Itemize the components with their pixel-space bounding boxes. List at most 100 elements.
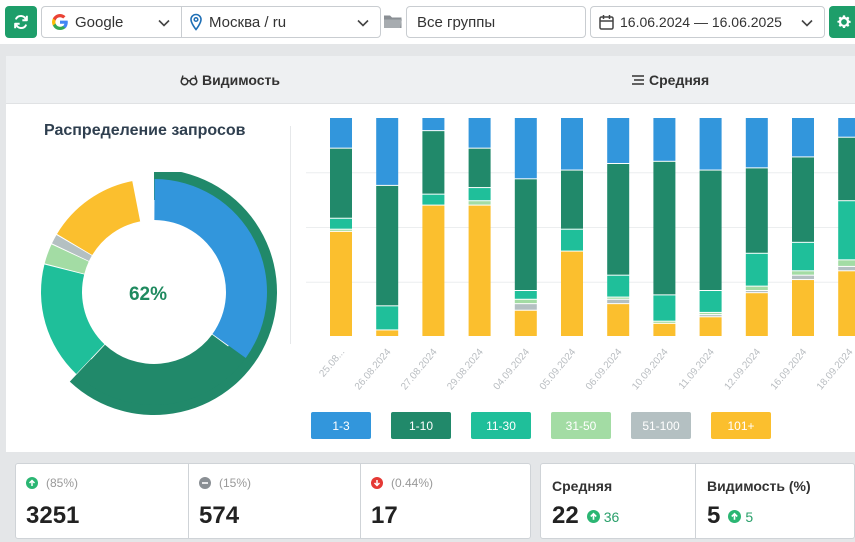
bar-segment-11-30[interactable] (422, 194, 445, 205)
bar-segment-1-10[interactable] (699, 170, 722, 291)
bar-segment-1-10[interactable] (422, 131, 445, 194)
donut-slice-101+[interactable] (57, 181, 141, 256)
bar-segment-1-10[interactable] (468, 148, 491, 188)
bar-segment-11-30[interactable] (699, 291, 722, 312)
stat-down-value: 17 (371, 502, 398, 529)
bar-segment-1-3[interactable] (422, 118, 445, 131)
legend-item-1-10[interactable]: 1-10 (391, 412, 451, 439)
bar-segment-1-3[interactable] (330, 118, 352, 148)
bar-segment-1-3[interactable] (376, 118, 399, 185)
bar-segment-101+[interactable] (514, 310, 537, 336)
stacked-bar-chart: 25.08... 26.08.2024 27.08.2024 29.08.2024 04… (306, 118, 855, 393)
donut-slice-1-3[interactable] (154, 179, 267, 358)
bar-segment-1-3[interactable] (838, 118, 855, 137)
x-tick-label: 05.09.2024 (538, 347, 579, 393)
bar-segment-1-10[interactable] (653, 161, 676, 295)
bar-segment-101+[interactable] (699, 317, 722, 336)
bar-segment-11-30[interactable] (653, 295, 676, 321)
average-value: 22 (552, 502, 579, 529)
settings-button[interactable] (829, 6, 855, 38)
bar-segment-1-3[interactable] (607, 118, 630, 163)
date-range-picker[interactable]: 16.06.2024 — 16.06.2025 (590, 6, 825, 38)
donut-slice-31-50[interactable] (44, 244, 89, 274)
bar-segment-31-50[interactable] (838, 260, 855, 266)
search-engine-value: Google (75, 13, 124, 31)
bar-segment-101+[interactable] (838, 271, 855, 336)
divider (290, 126, 291, 344)
bar-segment-101+[interactable] (468, 205, 491, 336)
bar-segment-51-100[interactable] (745, 291, 768, 293)
glasses-icon (180, 75, 198, 86)
bar-segment-11-30[interactable] (838, 201, 855, 260)
bar-segment-101+[interactable] (653, 323, 676, 336)
bar-segment-1-10[interactable] (792, 157, 814, 242)
bar-segment-1-3[interactable] (699, 118, 722, 170)
stat-neutral-pct: (15%) (219, 476, 252, 490)
stat-up: (85%) 3251 (16, 464, 188, 538)
stat-up-pct: (85%) (46, 476, 79, 490)
chevron-down-icon (158, 19, 170, 27)
donut-slice-51-100[interactable] (51, 234, 92, 262)
bar-segment-51-100[interactable] (699, 315, 722, 317)
tab-average[interactable]: Средняя (631, 56, 709, 104)
bar-segment-11-30[interactable] (607, 275, 630, 297)
bar-segment-1-10[interactable] (514, 179, 537, 291)
bar-segment-101+[interactable] (607, 304, 630, 336)
bar-segment-1-3[interactable] (653, 118, 676, 161)
region-select[interactable]: Москва / ru (181, 6, 381, 38)
bar-segment-1-10[interactable] (745, 168, 768, 253)
bar-segment-1-3[interactable] (745, 118, 768, 168)
legend-item-1-3[interactable]: 1-3 (311, 412, 371, 439)
group-select[interactable]: Все группы (406, 6, 586, 38)
bar-segment-11-30[interactable] (561, 229, 583, 251)
bar-segment-31-50[interactable] (745, 286, 768, 291)
bar-segment-101+[interactable] (561, 251, 583, 336)
bar-segment-1-10[interactable] (838, 137, 855, 201)
bar-segment-31-50[interactable] (468, 201, 491, 205)
folder-icon (384, 15, 402, 28)
bar-segment-1-3[interactable] (468, 118, 491, 148)
bar-segment-51-100[interactable] (607, 299, 630, 304)
stat-down: (0.44%) 17 (361, 464, 532, 538)
bar-segment-101+[interactable] (330, 231, 352, 336)
bar-segment-1-10[interactable] (561, 170, 583, 229)
legend-item-11-30[interactable]: 11-30 (471, 412, 531, 439)
x-tick-label: 04.09.2024 (491, 347, 532, 393)
bar-segment-101+[interactable] (792, 280, 814, 336)
bar-segment-31-50[interactable] (330, 229, 352, 231)
bar-segment-31-50[interactable] (514, 299, 537, 304)
region-value: Москва / ru (209, 13, 287, 31)
bar-segment-1-3[interactable] (561, 118, 583, 170)
bar-segment-11-30[interactable] (514, 291, 537, 299)
bar-segment-101+[interactable] (422, 205, 445, 336)
bar-segment-31-50[interactable] (607, 297, 630, 299)
bar-segment-11-30[interactable] (376, 306, 399, 330)
donut-slice-11-30[interactable] (41, 264, 105, 374)
bar-segment-101+[interactable] (376, 330, 399, 336)
bar-segment-1-10[interactable] (376, 185, 399, 306)
bar-segment-1-3[interactable] (792, 118, 814, 157)
bar-segment-11-30[interactable] (792, 242, 814, 271)
bar-segment-101+[interactable] (745, 293, 768, 336)
legend-item-51-100[interactable]: 51-100 (631, 412, 691, 439)
bar-segment-51-100[interactable] (838, 266, 855, 271)
search-engine-select[interactable]: Google (41, 6, 182, 38)
bar-segment-31-50[interactable] (792, 271, 814, 275)
bar-segment-31-50[interactable] (653, 321, 676, 323)
bar-segment-11-30[interactable] (745, 253, 768, 286)
bar-segment-51-100[interactable] (792, 275, 814, 280)
gear-icon (837, 15, 851, 29)
bar-segment-51-100[interactable] (514, 304, 537, 310)
bar-segment-1-3[interactable] (514, 118, 537, 179)
legend-item-31-50[interactable]: 31-50 (551, 412, 611, 439)
bar-segment-11-30[interactable] (468, 188, 491, 201)
divider (695, 464, 696, 538)
donut-slice-1-10[interactable] (77, 334, 246, 405)
bar-segment-1-10[interactable] (330, 148, 352, 218)
bar-segment-11-30[interactable] (330, 218, 352, 229)
bar-segment-31-50[interactable] (699, 312, 722, 315)
bar-segment-1-10[interactable] (607, 163, 630, 275)
refresh-button[interactable] (5, 6, 37, 38)
legend-item-101+[interactable]: 101+ (711, 412, 771, 439)
tab-visibility[interactable]: Видимость (180, 56, 280, 104)
